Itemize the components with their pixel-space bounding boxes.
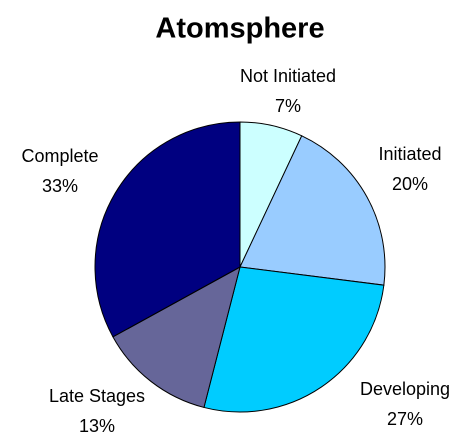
slice-value-label: 7% [275, 96, 301, 116]
slice-value-label: 20% [392, 174, 428, 194]
slice-value-label: 13% [79, 416, 115, 436]
chart-title: Atomsphere [155, 13, 324, 45]
pie-slice [112, 266, 241, 409]
slice-label: Not Initiated [240, 66, 336, 86]
pie-slice [239, 135, 386, 286]
slice-label: Developing [360, 379, 450, 399]
slice-label: Late Stages [49, 386, 145, 406]
pie-slice [94, 121, 241, 338]
slice-label: Initiated [378, 144, 441, 164]
pie-slice [203, 266, 385, 413]
slice-value-label: 33% [42, 176, 78, 196]
slice-value-label: 27% [387, 409, 423, 429]
slice-label: Complete [21, 146, 98, 166]
